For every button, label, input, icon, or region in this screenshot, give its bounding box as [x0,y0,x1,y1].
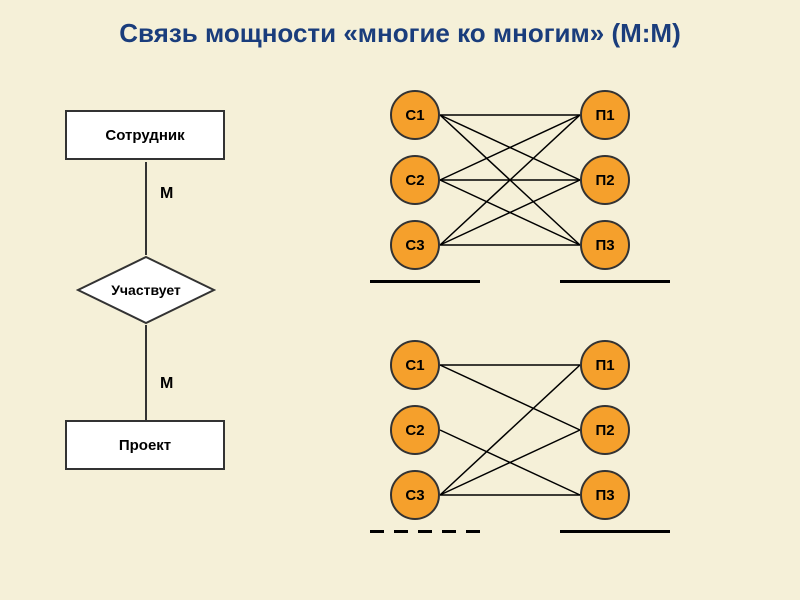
graph-node: С2 [390,155,440,205]
cardinality-top: М [160,185,173,203]
graph-node: П2 [580,405,630,455]
er-connector-top [145,162,147,255]
bipartite-graph-top: С1 С2 С3 П1 П2 П3 [350,90,730,290]
relation-label: Участвует [76,282,216,298]
graph-node: П1 [580,340,630,390]
er-connector-bottom [145,325,147,420]
graph-node: П1 [580,90,630,140]
graph-node: П3 [580,220,630,270]
graph-node: С1 [390,340,440,390]
cardinality-bottom: М [160,375,173,393]
bipartite-graph-bottom: С1 С2 С3 П1 П2 П3 [350,340,730,540]
graph-node: С2 [390,405,440,455]
er-diagram: Сотрудник М Участвует М Проект [50,100,260,480]
relation-diamond: Участвует [76,255,216,325]
graph-node: С1 [390,90,440,140]
entity-project: Проект [65,420,225,470]
page-title: Связь мощности «многие ко многим» (М:М) [0,18,800,49]
graph-node: С3 [390,220,440,270]
entity-employee: Сотрудник [65,110,225,160]
graph-node: П3 [580,470,630,520]
graph-node: С3 [390,470,440,520]
graph-node: П2 [580,155,630,205]
